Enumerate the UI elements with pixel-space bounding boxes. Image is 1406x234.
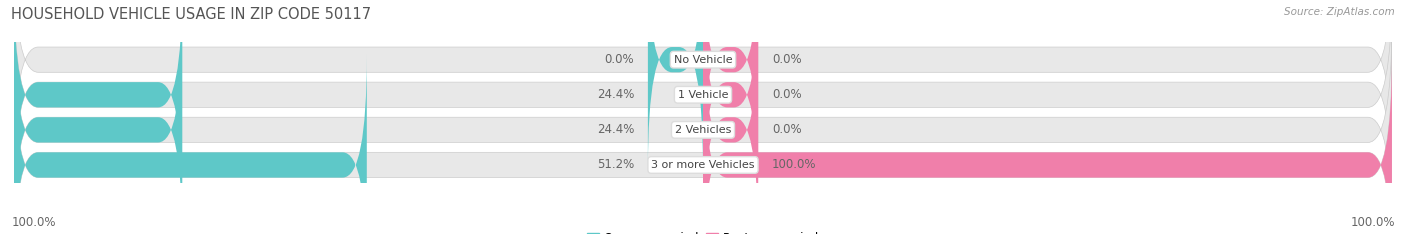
Text: Source: ZipAtlas.com: Source: ZipAtlas.com [1284,7,1395,17]
FancyBboxPatch shape [648,0,703,170]
FancyBboxPatch shape [14,55,367,234]
Text: HOUSEHOLD VEHICLE USAGE IN ZIP CODE 50117: HOUSEHOLD VEHICLE USAGE IN ZIP CODE 5011… [11,7,371,22]
FancyBboxPatch shape [703,0,758,170]
Text: 0.0%: 0.0% [605,53,634,66]
FancyBboxPatch shape [14,0,1392,170]
Text: 3 or more Vehicles: 3 or more Vehicles [651,160,755,170]
Text: 0.0%: 0.0% [772,123,801,136]
Text: 24.4%: 24.4% [596,123,634,136]
Legend: Owner-occupied, Renter-occupied: Owner-occupied, Renter-occupied [582,227,824,234]
Text: 100.0%: 100.0% [772,158,817,172]
FancyBboxPatch shape [14,0,1392,205]
Text: 24.4%: 24.4% [596,88,634,101]
Text: 2 Vehicles: 2 Vehicles [675,125,731,135]
Text: 100.0%: 100.0% [1350,216,1395,229]
Text: 0.0%: 0.0% [772,88,801,101]
FancyBboxPatch shape [703,55,1392,234]
FancyBboxPatch shape [703,0,758,205]
Text: 1 Vehicle: 1 Vehicle [678,90,728,100]
Text: 0.0%: 0.0% [772,53,801,66]
Text: 100.0%: 100.0% [11,216,56,229]
FancyBboxPatch shape [14,20,1392,234]
FancyBboxPatch shape [14,0,183,205]
FancyBboxPatch shape [14,20,183,234]
Text: 51.2%: 51.2% [598,158,634,172]
Text: No Vehicle: No Vehicle [673,55,733,65]
FancyBboxPatch shape [703,20,758,234]
FancyBboxPatch shape [14,55,1392,234]
